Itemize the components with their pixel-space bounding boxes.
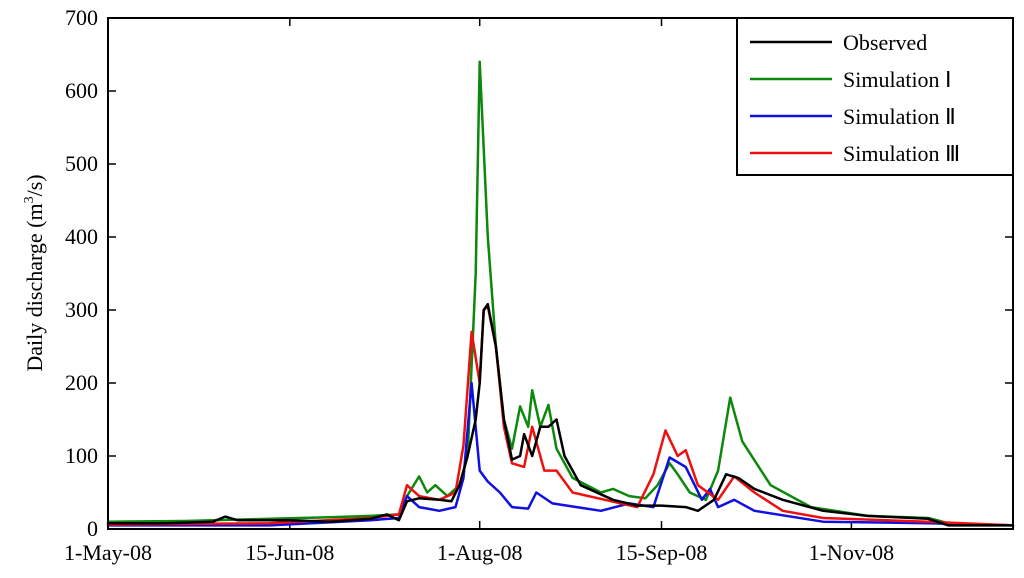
y-tick-label: 400 bbox=[65, 224, 98, 249]
x-tick-label: 1-May-08 bbox=[64, 540, 152, 565]
x-tick-label: 1-Aug-08 bbox=[437, 540, 523, 565]
series-lines bbox=[106, 60, 1015, 527]
series-line-2 bbox=[106, 381, 1015, 527]
y-axis-title: Daily discharge (m3/s) bbox=[22, 174, 47, 371]
y-tick-label: 100 bbox=[65, 443, 98, 468]
x-tick-label: 15-Sep-08 bbox=[616, 540, 708, 565]
legend-items: Observed Simulation Ⅰ Simulation Ⅱ Simulati… bbox=[750, 30, 960, 166]
legend-label-1: Simulation Ⅰ bbox=[843, 67, 952, 92]
y-tick-label: 300 bbox=[65, 297, 98, 322]
y-tick-label: 500 bbox=[65, 151, 98, 176]
y-tick-label: 700 bbox=[65, 5, 98, 30]
y-tick-label: 0 bbox=[87, 516, 98, 541]
series-line-1 bbox=[106, 60, 1015, 527]
x-tick-label: 1-Nov-08 bbox=[809, 540, 895, 565]
series-line-3 bbox=[106, 305, 1015, 527]
legend-label-3: Simulation Ⅲ bbox=[843, 141, 960, 166]
legend-label-2: Simulation Ⅱ bbox=[843, 104, 956, 129]
x-axis-ticks: 1-May-08 15-Jun-08 1-Aug-08 15-Sep-08 1-Nov-… bbox=[64, 18, 894, 565]
legend-box bbox=[736, 17, 1014, 176]
legend-label-0: Observed bbox=[843, 30, 927, 55]
y-tick-label: 600 bbox=[65, 78, 98, 103]
y-axis-ticks: 0 100 200 300 400 500 600 700 bbox=[65, 5, 1013, 541]
series-line-0 bbox=[106, 302, 1015, 527]
legend: Observed Simulation Ⅰ Simulation Ⅱ Simulati… bbox=[736, 17, 1014, 176]
x-tick-label: 15-Jun-08 bbox=[245, 540, 334, 565]
plot-frame bbox=[107, 17, 1014, 530]
y-tick-label: 200 bbox=[65, 370, 98, 395]
